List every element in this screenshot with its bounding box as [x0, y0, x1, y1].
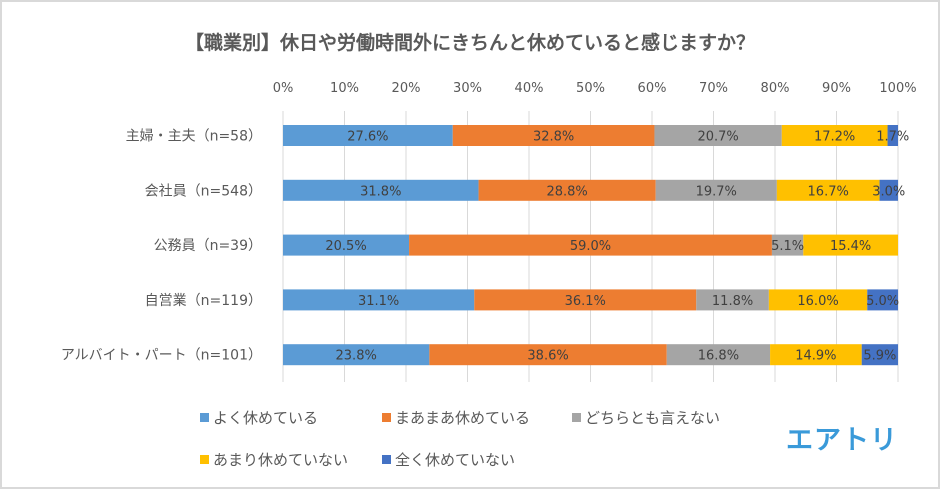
bars [283, 125, 898, 366]
data-label: 3.0% [872, 184, 905, 199]
bar-segment [803, 234, 898, 256]
bar-segment [283, 289, 475, 311]
bar-segment [283, 179, 479, 201]
legend-marker [200, 455, 209, 464]
bar-segment [776, 179, 880, 201]
x-tick-label: 30% [453, 81, 482, 96]
bar-segment [655, 179, 777, 201]
x-tick-label: 80% [761, 81, 790, 96]
data-label: 28.8% [546, 184, 587, 199]
data-label: 31.1% [358, 294, 399, 309]
bar-segment [696, 289, 769, 311]
legend-item: よく休めている [200, 409, 318, 427]
data-label: 23.8% [336, 349, 377, 364]
legend-marker [382, 455, 391, 464]
category-label: 主婦・主夫（n=58） [126, 128, 262, 145]
data-label: 20.7% [697, 130, 738, 145]
bar-segment [771, 234, 804, 256]
bar-segment [768, 289, 868, 311]
data-label: 17.2% [814, 130, 855, 145]
legend-label: あまり休めていない [213, 451, 348, 469]
bar-segment [887, 125, 898, 146]
data-label: 5.9% [863, 349, 896, 364]
legend-item: あまり休めていない [200, 451, 348, 469]
x-tick-label: 40% [515, 81, 544, 96]
data-label: 32.8% [533, 130, 574, 145]
legend-item: どちらとも言えない [572, 409, 720, 427]
data-label: 16.0% [797, 294, 838, 309]
x-tick-label: 60% [638, 81, 667, 96]
legend-item: 全く休めていない [382, 451, 515, 469]
bar-segment [654, 125, 782, 146]
legend-label: 全く休めていない [395, 451, 515, 469]
data-label: 20.5% [325, 239, 366, 254]
data-label: 19.7% [696, 184, 737, 199]
x-tick-label: 90% [822, 81, 851, 96]
data-label: 36.1% [565, 294, 606, 309]
legend-item: まあまあ休めている [382, 409, 530, 427]
bar-segment [478, 179, 656, 201]
bar-segment [429, 344, 667, 366]
data-label: 14.9% [795, 349, 836, 364]
airtrip-logo: エアトリ [786, 425, 898, 456]
data-label: 15.4% [830, 239, 871, 254]
bar-segment [770, 344, 862, 366]
category-label: 会社員（n=548） [145, 183, 262, 199]
data-label: 5.0% [866, 294, 899, 309]
x-tick-label: 50% [576, 81, 605, 96]
x-tick-label: 100% [879, 81, 916, 96]
bar-segment [666, 344, 771, 366]
legend-marker [382, 413, 391, 422]
x-tick-label: 0% [273, 81, 294, 96]
legend-label: まあまあ休めている [395, 409, 530, 427]
x-tick-label: 10% [330, 81, 359, 96]
legend-marker [572, 413, 581, 422]
x-tick-label: 70% [699, 81, 728, 96]
category-label: アルバイト・パート（n=101） [61, 348, 262, 364]
bar-segment [452, 125, 655, 146]
legend-label: よく休めている [213, 409, 318, 427]
data-label: 31.8% [360, 184, 401, 199]
bar-segment [879, 179, 898, 201]
data-label: 5.1% [771, 239, 804, 254]
category-label: 公務員（n=39） [154, 238, 262, 254]
data-label: 59.0% [570, 239, 611, 254]
category-label: 自営業（n=119） [145, 293, 262, 309]
bar-segment [409, 234, 772, 256]
data-label: 38.6% [527, 349, 568, 364]
data-label: 16.8% [698, 349, 739, 364]
x-tick-label: 20% [392, 81, 421, 96]
legend-label: どちらとも言えない [585, 409, 720, 427]
bar-segment [283, 344, 430, 366]
legend-marker [200, 413, 209, 422]
bar-segment [283, 125, 453, 146]
bar-segment [861, 344, 898, 366]
bar-segment [867, 289, 898, 311]
bar-segment [283, 234, 410, 256]
data-labels: 27.6% 32.8% 20.7% 17.2% 1.7% 31.8% 28.8% 19.7% 1… [325, 130, 909, 364]
chart-title: 【職業別】休日や労働時間外にきちんと休めていると感じますか？ [184, 32, 755, 54]
category-labels: 主婦・主夫（n=58） 会社員（n=548） 公務員（n=39） 自営業（n=119）… [61, 128, 262, 364]
bar-segment [474, 289, 697, 311]
data-label: 1.7% [876, 130, 909, 145]
data-label: 16.7% [808, 184, 849, 199]
data-label: 27.6% [347, 130, 388, 145]
x-tick-labels: 0% 10% 20% 30% 40% 50% 60% 70% 80% 90% 100% [273, 81, 917, 96]
data-label: 11.8% [712, 294, 753, 309]
bar-segment [781, 125, 888, 146]
